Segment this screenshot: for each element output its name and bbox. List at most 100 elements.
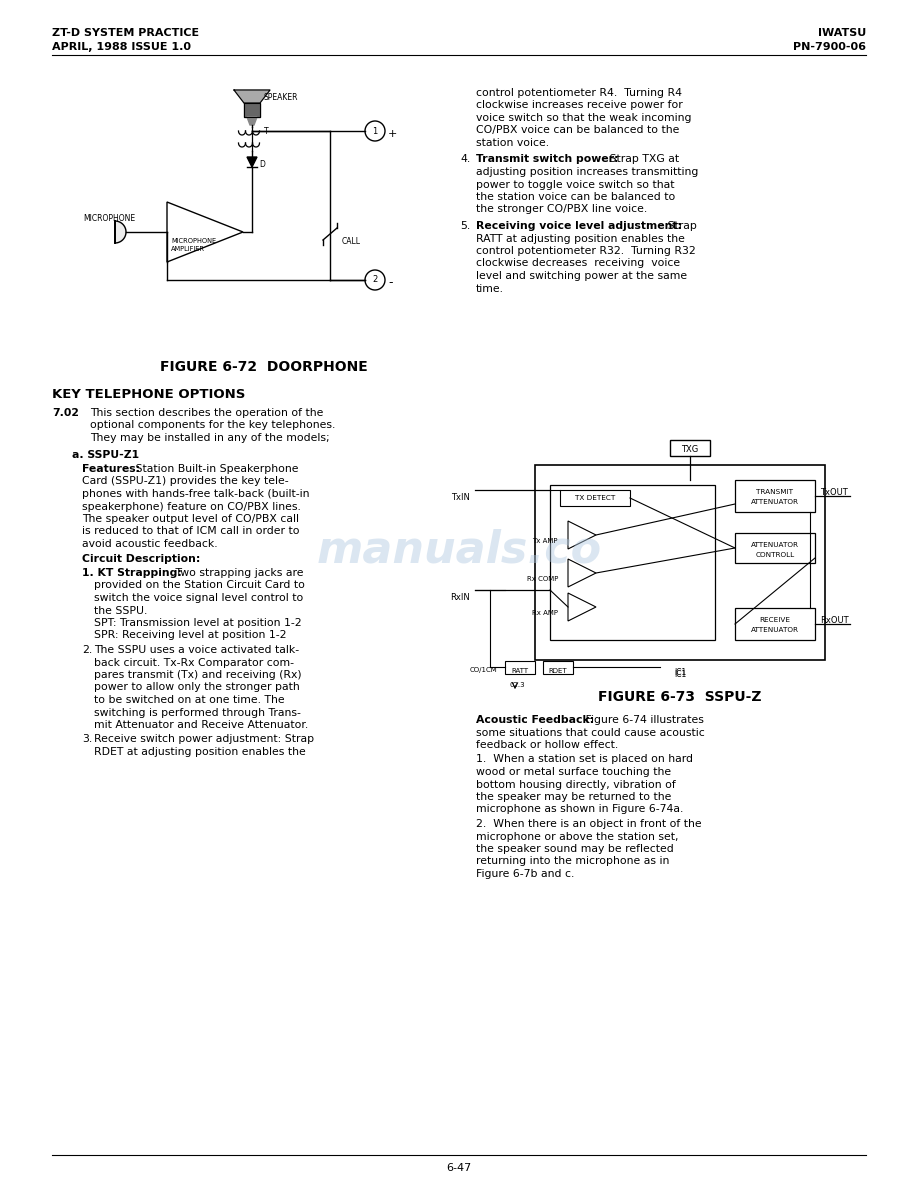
Text: bottom housing directly, vibration of: bottom housing directly, vibration of	[476, 779, 676, 790]
Text: the SSPU.: the SSPU.	[94, 606, 148, 615]
Text: SPEAKER: SPEAKER	[264, 93, 298, 102]
Text: +: +	[388, 129, 397, 139]
Text: RDET at adjusting position enables the: RDET at adjusting position enables the	[94, 747, 306, 757]
Text: RDET: RDET	[549, 668, 567, 674]
Text: ZT-D SYSTEM PRACTICE: ZT-D SYSTEM PRACTICE	[52, 29, 199, 38]
Text: Strap TXG at: Strap TXG at	[606, 154, 679, 164]
Text: -: -	[388, 277, 393, 290]
Text: T: T	[264, 127, 269, 135]
Bar	[535, 465, 825, 661]
Text: TX DETECT: TX DETECT	[575, 495, 615, 501]
Text: 2.  When there is an object in front of the: 2. When there is an object in front of t…	[476, 819, 701, 829]
Text: time.: time.	[476, 284, 504, 293]
Text: Acoustic Feedback:: Acoustic Feedback:	[476, 715, 594, 725]
Text: CALL: CALL	[342, 236, 361, 246]
Text: 1.  When a station set is placed on hard: 1. When a station set is placed on hard	[476, 754, 693, 765]
Text: ATTENUATOR: ATTENUATOR	[751, 627, 799, 633]
Text: Rx AMP: Rx AMP	[532, 609, 558, 617]
Text: PN-7900-06: PN-7900-06	[793, 42, 866, 52]
Text: Station Built-in Speakerphone: Station Built-in Speakerphone	[132, 465, 298, 474]
Text: Circuit Description:: Circuit Description:	[82, 554, 200, 563]
Text: TRANSMIT: TRANSMIT	[756, 489, 793, 495]
Text: optional components for the key telephones.: optional components for the key telephon…	[90, 421, 335, 430]
Text: RxIN: RxIN	[450, 593, 470, 602]
Text: Receive switch power adjustment: Strap: Receive switch power adjustment: Strap	[94, 734, 314, 745]
Text: the stronger CO/PBX line voice.: the stronger CO/PBX line voice.	[476, 204, 647, 215]
Text: the speaker sound may be reflected: the speaker sound may be reflected	[476, 843, 674, 854]
Polygon shape	[247, 157, 257, 168]
Text: Tx AMP: Tx AMP	[532, 538, 558, 544]
Text: ATTENUATOR: ATTENUATOR	[751, 542, 799, 548]
Text: TxOUT: TxOUT	[820, 488, 847, 497]
Text: mit Attenuator and Receive Attenuator.: mit Attenuator and Receive Attenuator.	[94, 720, 308, 729]
Bar	[560, 489, 630, 506]
Text: power to allow only the stronger path: power to allow only the stronger path	[94, 682, 300, 693]
Text: RECEIVE: RECEIVE	[759, 617, 790, 623]
Bar	[735, 480, 815, 512]
Text: adjusting position increases transmitting: adjusting position increases transmittin…	[476, 168, 699, 177]
Text: 2.: 2.	[82, 645, 92, 655]
Text: a. SSPU-Z1: a. SSPU-Z1	[72, 449, 140, 460]
Text: TXG: TXG	[681, 446, 699, 454]
Text: TxIN: TxIN	[451, 493, 470, 503]
Text: 1. KT Strapping:: 1. KT Strapping:	[82, 568, 182, 579]
Text: APRIL, 1988 ISSUE 1.0: APRIL, 1988 ISSUE 1.0	[52, 42, 191, 52]
Text: wood or metal surface touching the: wood or metal surface touching the	[476, 767, 671, 777]
Text: AMPLIFIER: AMPLIFIER	[171, 246, 205, 252]
Text: IC1: IC1	[674, 668, 686, 677]
Text: speakerphone) feature on CO/PBX lines.: speakerphone) feature on CO/PBX lines.	[82, 501, 301, 512]
Bar	[505, 661, 535, 674]
Text: 02.3: 02.3	[510, 682, 526, 688]
Text: MICROPHONE: MICROPHONE	[171, 238, 216, 244]
Text: microphone or above the station set,: microphone or above the station set,	[476, 832, 678, 841]
Text: avoid acoustic feedback.: avoid acoustic feedback.	[82, 539, 218, 549]
Text: 7.02: 7.02	[52, 407, 79, 418]
Text: ATTENUATOR: ATTENUATOR	[751, 499, 799, 505]
Text: switching is performed through Trans-: switching is performed through Trans-	[94, 708, 301, 718]
Text: Receiving voice level adjustment:: Receiving voice level adjustment:	[476, 221, 682, 230]
Text: switch the voice signal level control to: switch the voice signal level control to	[94, 593, 303, 604]
Text: some situations that could cause acoustic: some situations that could cause acousti…	[476, 727, 705, 738]
Text: Card (SSPU-Z1) provides the key tele-: Card (SSPU-Z1) provides the key tele-	[82, 476, 288, 487]
Polygon shape	[115, 221, 126, 244]
Text: KEY TELEPHONE OPTIONS: KEY TELEPHONE OPTIONS	[52, 388, 245, 402]
Text: Features:: Features:	[82, 465, 140, 474]
Polygon shape	[247, 116, 257, 125]
Text: The SSPU uses a voice activated talk-: The SSPU uses a voice activated talk-	[94, 645, 299, 655]
Text: RATT: RATT	[511, 668, 529, 674]
Text: IWATSU: IWATSU	[818, 29, 866, 38]
Text: IC1: IC1	[674, 670, 686, 680]
Text: provided on the Station Circuit Card to: provided on the Station Circuit Card to	[94, 581, 305, 590]
Text: the station voice can be balanced to: the station voice can be balanced to	[476, 192, 676, 202]
Bar	[670, 440, 710, 456]
Polygon shape	[244, 103, 260, 116]
Text: Figure 6-74 illustrates: Figure 6-74 illustrates	[582, 715, 704, 725]
Text: 1: 1	[373, 126, 377, 135]
Text: Figure 6-7b and c.: Figure 6-7b and c.	[476, 868, 575, 879]
Bar	[735, 608, 815, 640]
Bar	[735, 533, 815, 563]
Text: Transmit switch power:: Transmit switch power:	[476, 154, 619, 164]
Text: clockwise increases receive power for: clockwise increases receive power for	[476, 101, 683, 110]
Text: Rx COMP: Rx COMP	[527, 576, 558, 582]
Text: is reduced to that of ICM call in order to: is reduced to that of ICM call in order …	[82, 526, 299, 537]
Text: D: D	[259, 160, 265, 169]
Text: 5.: 5.	[460, 221, 470, 230]
Text: control potentiometer R4.  Turning R4: control potentiometer R4. Turning R4	[476, 88, 682, 97]
Text: 2: 2	[373, 276, 377, 284]
Text: FIGURE 6-72  DOORPHONE: FIGURE 6-72 DOORPHONE	[160, 360, 368, 374]
Text: CO/1CM: CO/1CM	[470, 666, 498, 672]
Text: back circuit. Tx-Rx Comparator com-: back circuit. Tx-Rx Comparator com-	[94, 657, 294, 668]
Text: station voice.: station voice.	[476, 138, 549, 148]
Bar	[543, 661, 573, 674]
Text: feedback or hollow effect.: feedback or hollow effect.	[476, 740, 618, 750]
Text: Strap: Strap	[664, 221, 697, 230]
Text: Two strapping jacks are: Two strapping jacks are	[172, 568, 304, 579]
Polygon shape	[234, 90, 270, 103]
Text: 4.: 4.	[460, 154, 470, 164]
Bar	[550, 485, 715, 640]
Text: CONTROLL: CONTROLL	[756, 552, 795, 558]
Text: power to toggle voice switch so that: power to toggle voice switch so that	[476, 179, 675, 190]
Text: SPT: Transmission level at position 1-2: SPT: Transmission level at position 1-2	[94, 618, 302, 628]
Text: the speaker may be returned to the: the speaker may be returned to the	[476, 792, 671, 802]
